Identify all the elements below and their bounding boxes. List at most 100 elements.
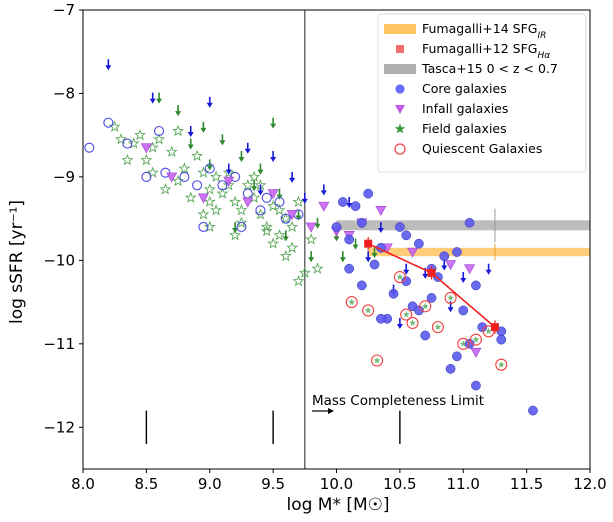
field-galaxy-point: [108, 120, 121, 132]
field-galaxy-point: [121, 153, 134, 166]
field-galaxy-point: [222, 179, 235, 191]
core-galaxy-open-point: [255, 205, 266, 216]
arrow-head: [308, 257, 315, 263]
quiescent-galaxy-point: [495, 358, 508, 371]
arrow-head: [295, 215, 302, 221]
quiescent-galaxy-point: [457, 337, 470, 350]
field-galaxy-point: [146, 166, 159, 178]
field-galaxy-point: [216, 187, 229, 199]
field-galaxy-upper-limit: [339, 251, 346, 263]
field-galaxy-point: [235, 216, 248, 228]
legend-label: Quiescent Galaxies: [422, 141, 542, 156]
field-galaxy-point: [267, 199, 280, 212]
core-galaxy-point: [471, 380, 481, 391]
field-galaxy-upper-limit: [187, 138, 194, 150]
quiescent-galaxy-point: [469, 333, 482, 346]
field-galaxy-upper-limit: [257, 163, 264, 175]
x-tick-label: 9.5: [261, 475, 285, 493]
core-galaxy-point: [369, 259, 380, 270]
arrow-head: [206, 102, 213, 108]
field-galaxy-point: [172, 124, 184, 137]
core-galaxy-upper-limit: [244, 142, 251, 154]
arrow-head: [301, 198, 308, 204]
core-galaxy-open-point: [179, 171, 190, 182]
field-galaxy-point: [115, 133, 128, 145]
infall-galaxy-point: [375, 205, 387, 216]
legend-band-swatch: [384, 24, 416, 34]
core-galaxy-point: [452, 247, 462, 257]
axes: 8.0 8.5 9.0 9.5 10.0 10.5 11.0 11.5 12.0 −7 −8 −9 −1…: [43, 1, 606, 493]
legend-ring-swatch: [394, 143, 406, 155]
core-galaxy-upper-limit: [270, 151, 277, 163]
fumagalli14-band: [368, 247, 590, 257]
field-galaxy-point: [153, 133, 166, 145]
x-tick-label: 11.5: [510, 475, 543, 493]
field-galaxy-point: [229, 195, 242, 208]
arrow-head: [219, 140, 226, 146]
field-galaxy-upper-limit: [232, 221, 239, 233]
field-galaxy-point: [298, 266, 311, 278]
arrow-head: [238, 157, 245, 163]
tasca15-band: [336, 220, 590, 231]
infall-galaxy-point: [407, 247, 419, 258]
field-galaxy-point: [311, 262, 324, 274]
core-galaxy-point: [376, 313, 386, 324]
annotation-text: Mass Completeness Limit: [312, 393, 484, 409]
legend-item: Infall galaxies: [395, 101, 508, 116]
field-galaxy-upper-limit: [251, 180, 258, 192]
y-tick-label: −11: [43, 335, 75, 353]
arrow-head: [232, 227, 239, 233]
field-galaxy-point: [267, 237, 280, 249]
field-galaxy-point: [273, 204, 286, 216]
quiescent-galaxy-inner-star: [472, 336, 480, 343]
core-galaxy-upper-limit: [460, 272, 467, 284]
core-galaxy-point: [350, 201, 361, 211]
field-galaxy-upper-limit: [371, 247, 378, 259]
quiescent-galaxy-point: [393, 271, 406, 284]
core-galaxy-point: [401, 230, 412, 241]
core-galaxy-point: [388, 288, 399, 299]
core-galaxy-upper-limit: [257, 184, 264, 196]
core-galaxy-upper-limit: [365, 251, 372, 263]
core-galaxy-upper-limit: [346, 196, 353, 208]
field-galaxy-point: [260, 220, 273, 233]
core-galaxy-open-point: [122, 138, 133, 149]
field-galaxy-point: [273, 229, 286, 241]
field-galaxy-point: [127, 137, 140, 149]
arrow-head: [257, 190, 264, 196]
infall-galaxy-point: [166, 172, 178, 183]
field-galaxy-point: [292, 195, 305, 208]
core-galaxy-open-point: [280, 213, 291, 224]
core-galaxy-point: [420, 330, 431, 341]
arrow-head: [339, 257, 346, 263]
core-galaxy-upper-limit: [377, 221, 384, 233]
core-galaxy-point: [344, 234, 355, 245]
arrow-head: [282, 236, 289, 242]
completeness-annotation: Mass Completeness Limit: [312, 393, 484, 414]
arrow-head: [320, 190, 327, 196]
field-galaxy-upper-limit: [270, 117, 277, 129]
y-tick-label: −10: [43, 251, 75, 269]
arrow-head: [314, 223, 321, 229]
core-galaxy-open-point: [261, 192, 272, 203]
field-galaxy-upper-limit: [175, 105, 182, 117]
infall-galaxy-point: [197, 193, 209, 204]
arrow-head: [422, 273, 429, 279]
legend-label: Tasca+15 0 < z < 0.7: [421, 61, 558, 76]
field-galaxy-upper-limit: [219, 134, 226, 146]
quiescent-galaxy-point: [431, 321, 444, 334]
core-galaxy-point: [496, 334, 507, 345]
legend-label: Core galaxies: [422, 81, 507, 96]
core-galaxy-point: [414, 305, 424, 316]
core-galaxy-point: [452, 351, 462, 362]
quiescent-galaxy-inner-star: [396, 273, 404, 280]
quiescent-galaxy-inner-star: [364, 306, 372, 314]
core-galaxy-open-point: [236, 221, 247, 233]
quiescent-galaxy-inner-star: [421, 302, 429, 310]
field-galaxy-point: [172, 174, 185, 187]
field-galaxy-point: [222, 166, 235, 178]
core-galaxy-upper-limit: [206, 96, 213, 108]
arrow-head: [352, 244, 359, 250]
